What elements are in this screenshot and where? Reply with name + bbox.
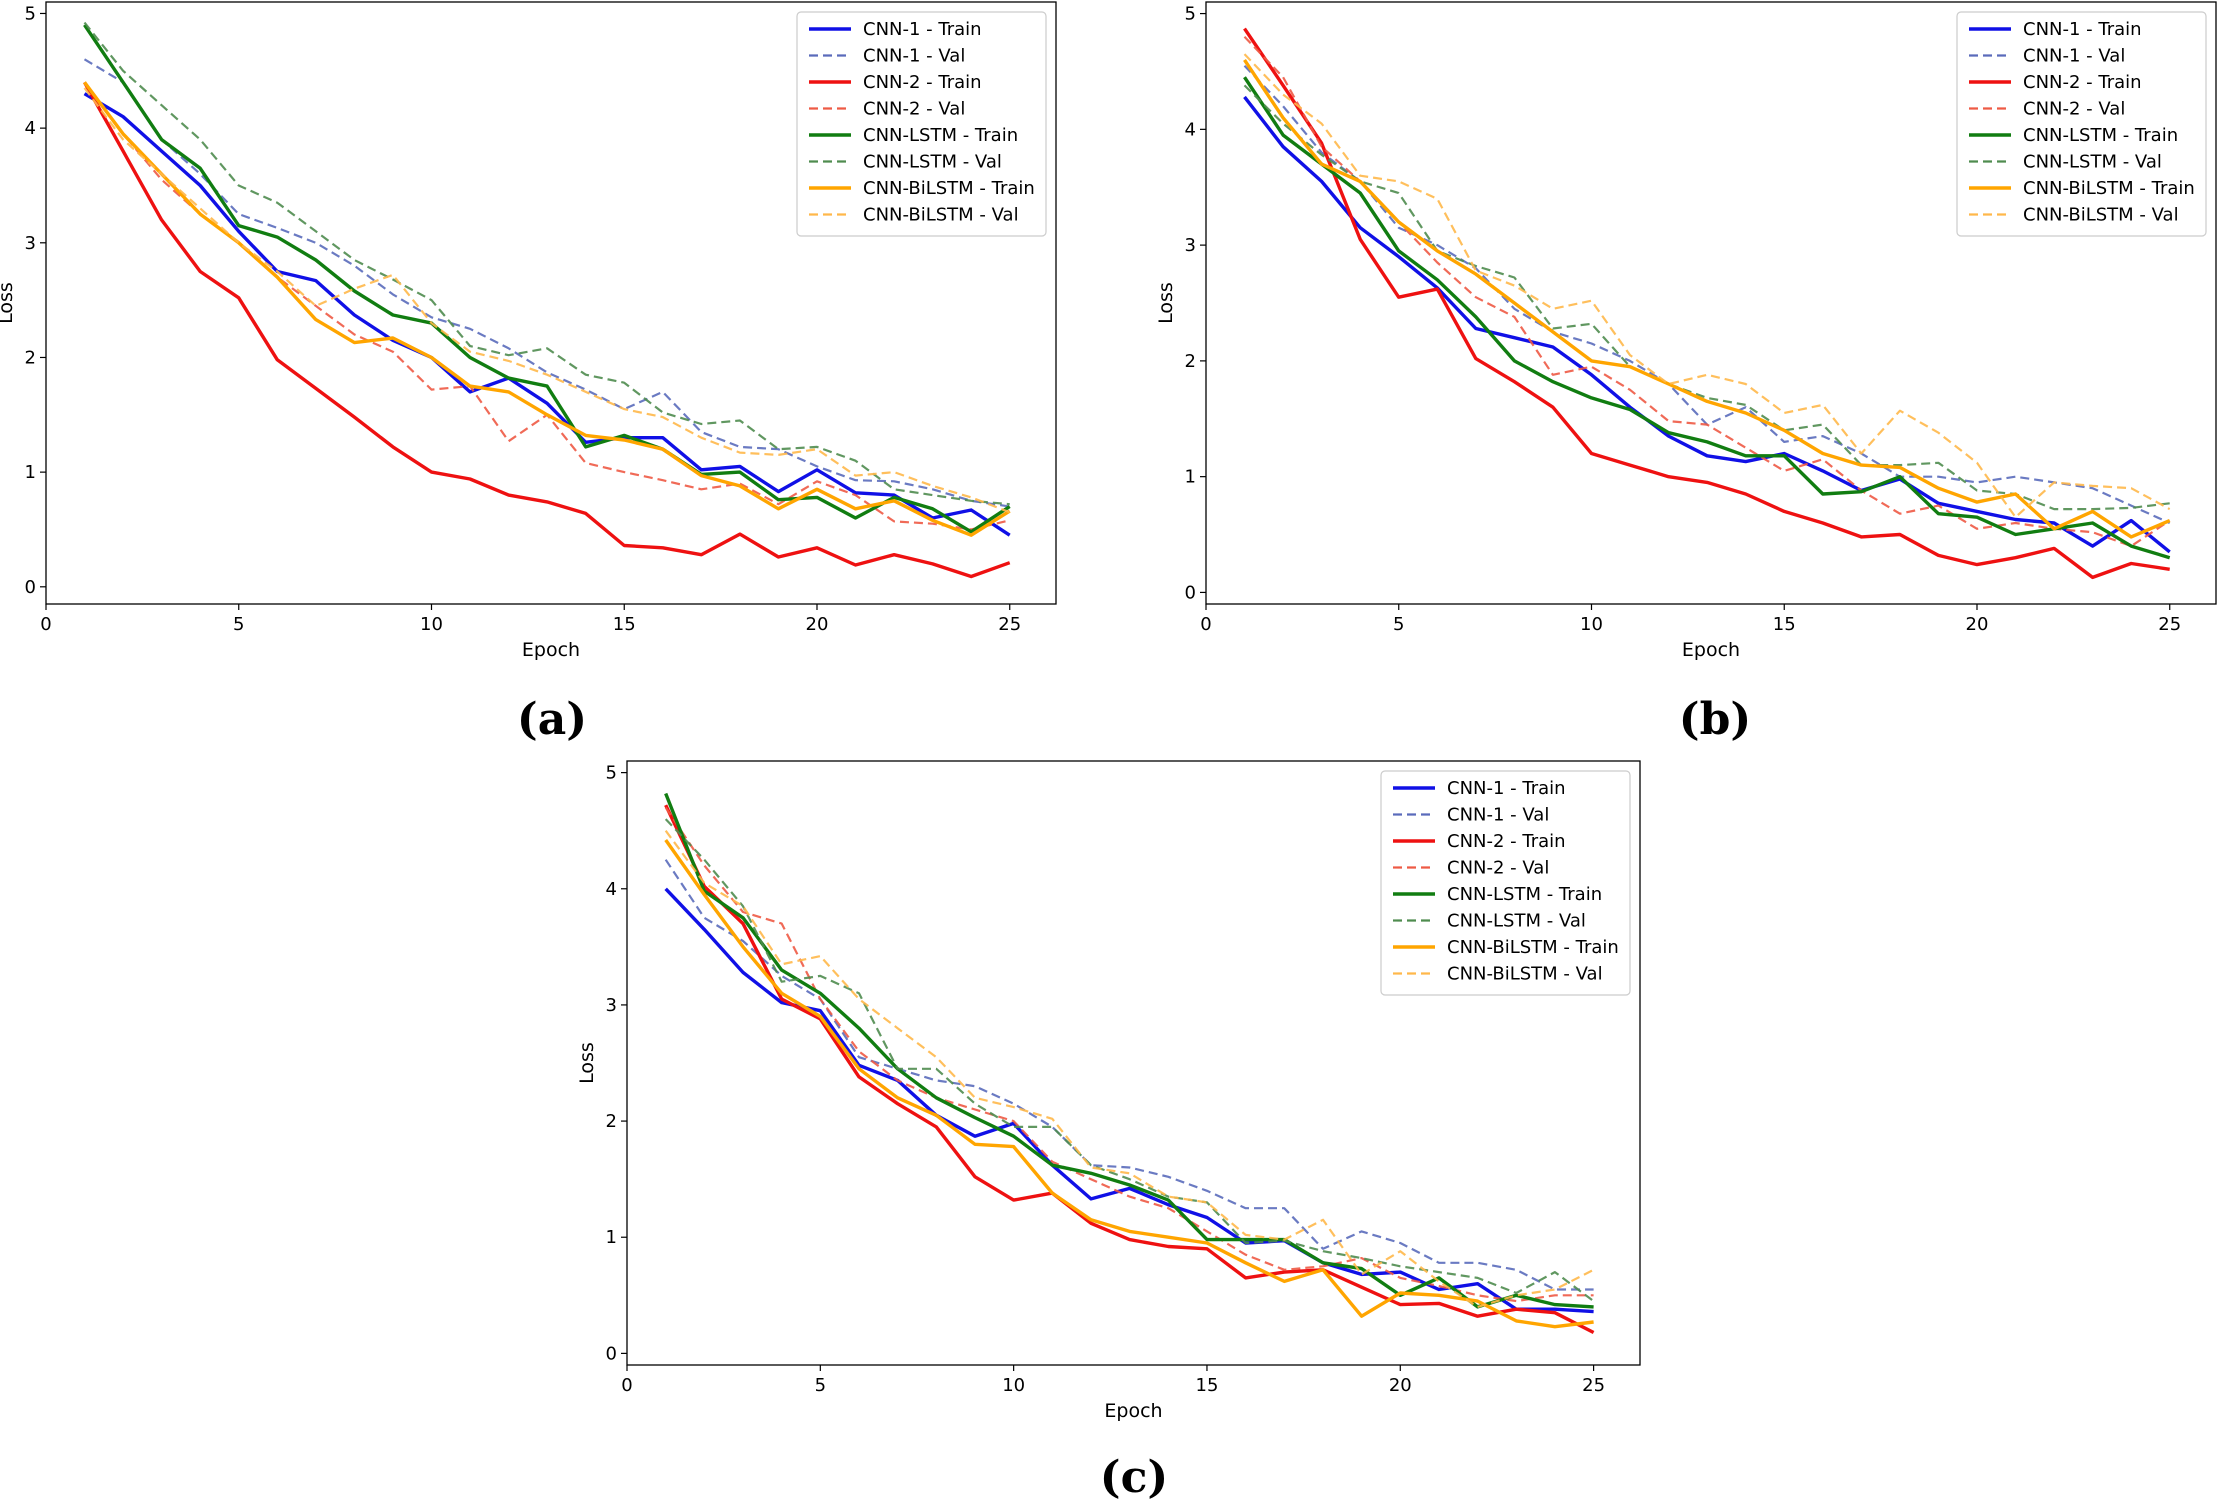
legend-frame — [796, 11, 1047, 237]
legend-label-cnn-2-val: CNN-2 - Val — [2023, 99, 2125, 120]
x-tick-label: 0 — [1200, 614, 1211, 635]
y-tick-label: 0 — [25, 577, 36, 598]
y-tick-label: 4 — [606, 879, 617, 900]
x-tick-label: 10 — [420, 614, 443, 635]
legend-label-cnn-bilstm-val: CNN-BiLSTM - Val — [863, 205, 1019, 226]
legend-label-cnn-bilstm-train: CNN-BiLSTM - Train — [1447, 937, 1619, 958]
y-tick-label: 5 — [1185, 4, 1196, 25]
x-tick-label: 5 — [1393, 614, 1404, 635]
x-tick-label: 25 — [998, 614, 1021, 635]
legend-label-cnn-1-train: CNN-1 - Train — [2023, 19, 2142, 40]
y-axis-label: Loss — [1155, 282, 1177, 324]
x-tick-label: 20 — [1966, 614, 1989, 635]
series-line-cnn-1-train — [664, 887, 1594, 1314]
series-line-cnn-1-val — [83, 58, 1010, 508]
legend-label-cnn-1-val: CNN-1 - Val — [1447, 805, 1549, 826]
y-tick-label: 3 — [25, 233, 36, 254]
legend-label-cnn-2-train: CNN-2 - Train — [2023, 72, 2142, 93]
series-line-cnn-lstm-train — [83, 23, 1011, 534]
legend-label-cnn-1-train: CNN-1 - Train — [863, 19, 982, 40]
legend-label-cnn-1-val: CNN-1 - Val — [2023, 46, 2125, 67]
y-tick-label: 1 — [25, 462, 36, 483]
x-tick-label: 5 — [815, 1375, 826, 1396]
x-tick-label: 10 — [1002, 1375, 1025, 1396]
panel-label-b: (b) — [1679, 694, 1751, 745]
legend-label-cnn-bilstm-val: CNN-BiLSTM - Val — [2023, 205, 2179, 226]
legend-label-cnn-lstm-train: CNN-LSTM - Train — [1447, 884, 1602, 905]
y-tick-label: 0 — [606, 1343, 617, 1364]
legend-frame — [1380, 770, 1631, 996]
x-tick-label: 20 — [806, 614, 829, 635]
y-tick-label: 1 — [1185, 467, 1196, 488]
x-tick-label: 0 — [621, 1375, 632, 1396]
series-line-cnn-lstm-val — [664, 818, 1595, 1302]
series-line-cnn-bilstm-train — [83, 81, 1011, 537]
legend-label-cnn-1-val: CNN-1 - Val — [863, 46, 965, 67]
series-line-cnn-2-train — [1243, 27, 2170, 580]
y-tick-label: 5 — [25, 3, 36, 24]
x-tick-label: 20 — [1389, 1375, 1412, 1396]
legend-label-cnn-bilstm-train: CNN-BiLSTM - Train — [2023, 178, 2195, 199]
legend-label-cnn-1-train: CNN-1 - Train — [1447, 778, 1566, 799]
series-line-cnn-bilstm-train — [664, 839, 1594, 1329]
x-tick-label: 25 — [1582, 1375, 1605, 1396]
x-tick-label: 15 — [1773, 614, 1796, 635]
y-tick-label: 4 — [1185, 119, 1196, 140]
x-axis-label: Epoch — [522, 639, 580, 661]
legend-label-cnn-lstm-val: CNN-LSTM - Val — [1447, 911, 1586, 932]
y-tick-label: 1 — [606, 1227, 617, 1248]
series-line-cnn-lstm-val — [83, 21, 1010, 506]
y-tick-label: 2 — [25, 347, 36, 368]
x-tick-label: 15 — [1196, 1375, 1219, 1396]
x-tick-label: 25 — [2158, 614, 2181, 635]
y-tick-label: 3 — [1185, 235, 1196, 256]
legend-label-cnn-bilstm-train: CNN-BiLSTM - Train — [863, 178, 1035, 199]
series-line-cnn-2-val — [664, 806, 1594, 1303]
series-line-cnn-2-train — [83, 81, 1011, 579]
x-axis-label: Epoch — [1104, 1400, 1162, 1422]
legend-label-cnn-lstm-train: CNN-LSTM - Train — [2023, 125, 2178, 146]
x-axis-label: Epoch — [1682, 639, 1740, 661]
y-tick-label: 2 — [1185, 351, 1196, 372]
series-line-cnn-bilstm-val — [83, 87, 1011, 514]
legend-label-cnn-lstm-val: CNN-LSTM - Val — [2023, 152, 2162, 173]
y-tick-label: 3 — [606, 995, 617, 1016]
y-tick-label: 5 — [606, 763, 617, 784]
legend: CNN-1 - Train CNN-1 - Val CNN-2 - Train CNN… — [1956, 11, 2207, 237]
legend-label-cnn-lstm-val: CNN-LSTM - Val — [863, 152, 1002, 173]
x-tick-label: 5 — [233, 614, 244, 635]
y-tick-label: 4 — [25, 118, 36, 139]
series-line-cnn-1-train — [83, 92, 1011, 537]
y-axis-label: Loss — [576, 1042, 598, 1084]
panel-label-a: (a) — [517, 694, 587, 745]
legend-frame — [1956, 11, 2207, 237]
legend: CNN-1 - Train CNN-1 - Val CNN-2 - Train CNN… — [796, 11, 1047, 237]
legend-label-cnn-lstm-train: CNN-LSTM - Train — [863, 125, 1018, 146]
y-tick-label: 0 — [1185, 582, 1196, 603]
legend-label-cnn-2-train: CNN-2 - Train — [863, 72, 982, 93]
legend-label-cnn-2-val: CNN-2 - Val — [1447, 858, 1549, 879]
series-line-cnn-1-train — [1243, 95, 2171, 554]
series-line-cnn-lstm-train — [1243, 76, 2171, 560]
x-tick-label: 0 — [40, 614, 51, 635]
legend: CNN-1 - Train CNN-1 - Val CNN-2 - Train CNN… — [1380, 770, 1631, 996]
x-tick-label: 10 — [1580, 614, 1603, 635]
series-line-cnn-bilstm-train — [1243, 58, 2171, 539]
x-tick-label: 15 — [613, 614, 636, 635]
y-tick-label: 2 — [606, 1111, 617, 1132]
legend-label-cnn-2-train: CNN-2 - Train — [1447, 831, 1566, 852]
legend-label-cnn-bilstm-val: CNN-BiLSTM - Val — [1447, 964, 1603, 985]
panel-label-c: (c) — [1100, 1452, 1168, 1503]
y-axis-label: Loss — [0, 282, 17, 324]
series-line-cnn-lstm-train — [664, 792, 1594, 1309]
legend-label-cnn-2-val: CNN-2 - Val — [863, 99, 965, 120]
